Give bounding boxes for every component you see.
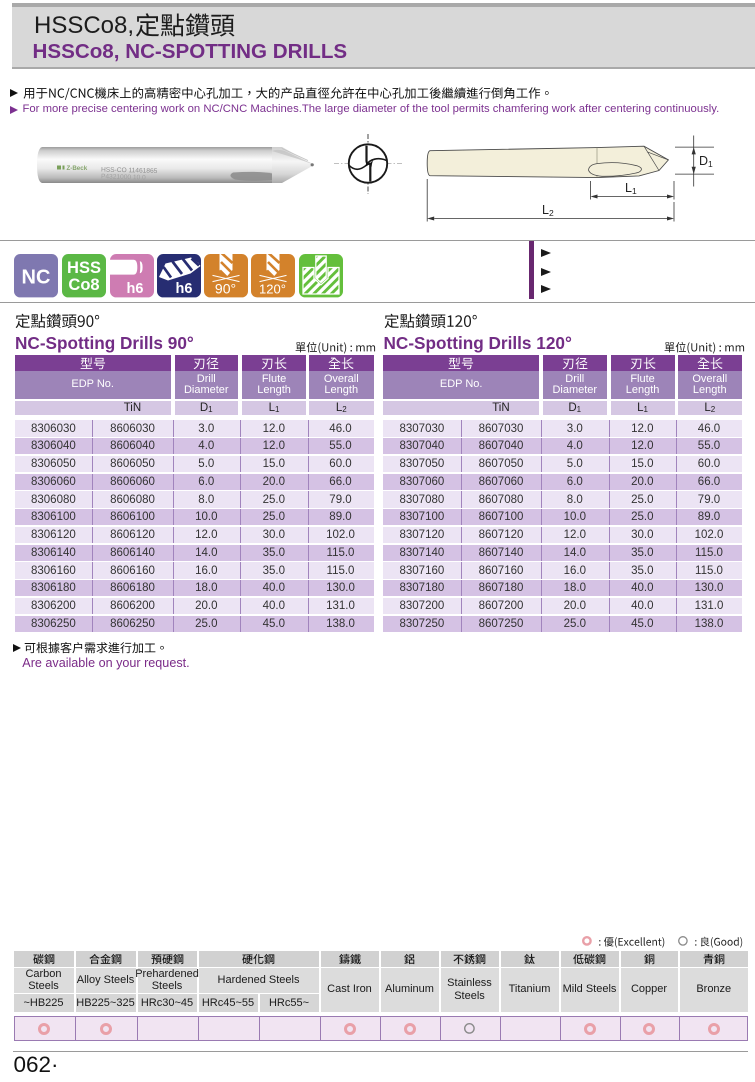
svg-text:D1: D1	[699, 154, 713, 169]
svg-text:HSS: HSS	[67, 259, 101, 277]
svg-text:L2: L2	[542, 203, 554, 218]
svg-text:h6: h6	[126, 280, 143, 296]
svg-text:P4321000 10.0: P4321000 10.0	[101, 173, 146, 181]
svg-text:HSS-CO 11461865: HSS-CO 11461865	[101, 166, 158, 174]
svg-text:h6: h6	[176, 280, 193, 296]
svg-text:90°: 90°	[215, 280, 236, 296]
svg-text:NC: NC	[22, 266, 51, 288]
svg-text:L1: L1	[625, 181, 637, 196]
svg-text:Z-Beck: Z-Beck	[67, 165, 88, 172]
svg-text:120°: 120°	[259, 281, 286, 296]
svg-text:Co8: Co8	[68, 276, 99, 294]
